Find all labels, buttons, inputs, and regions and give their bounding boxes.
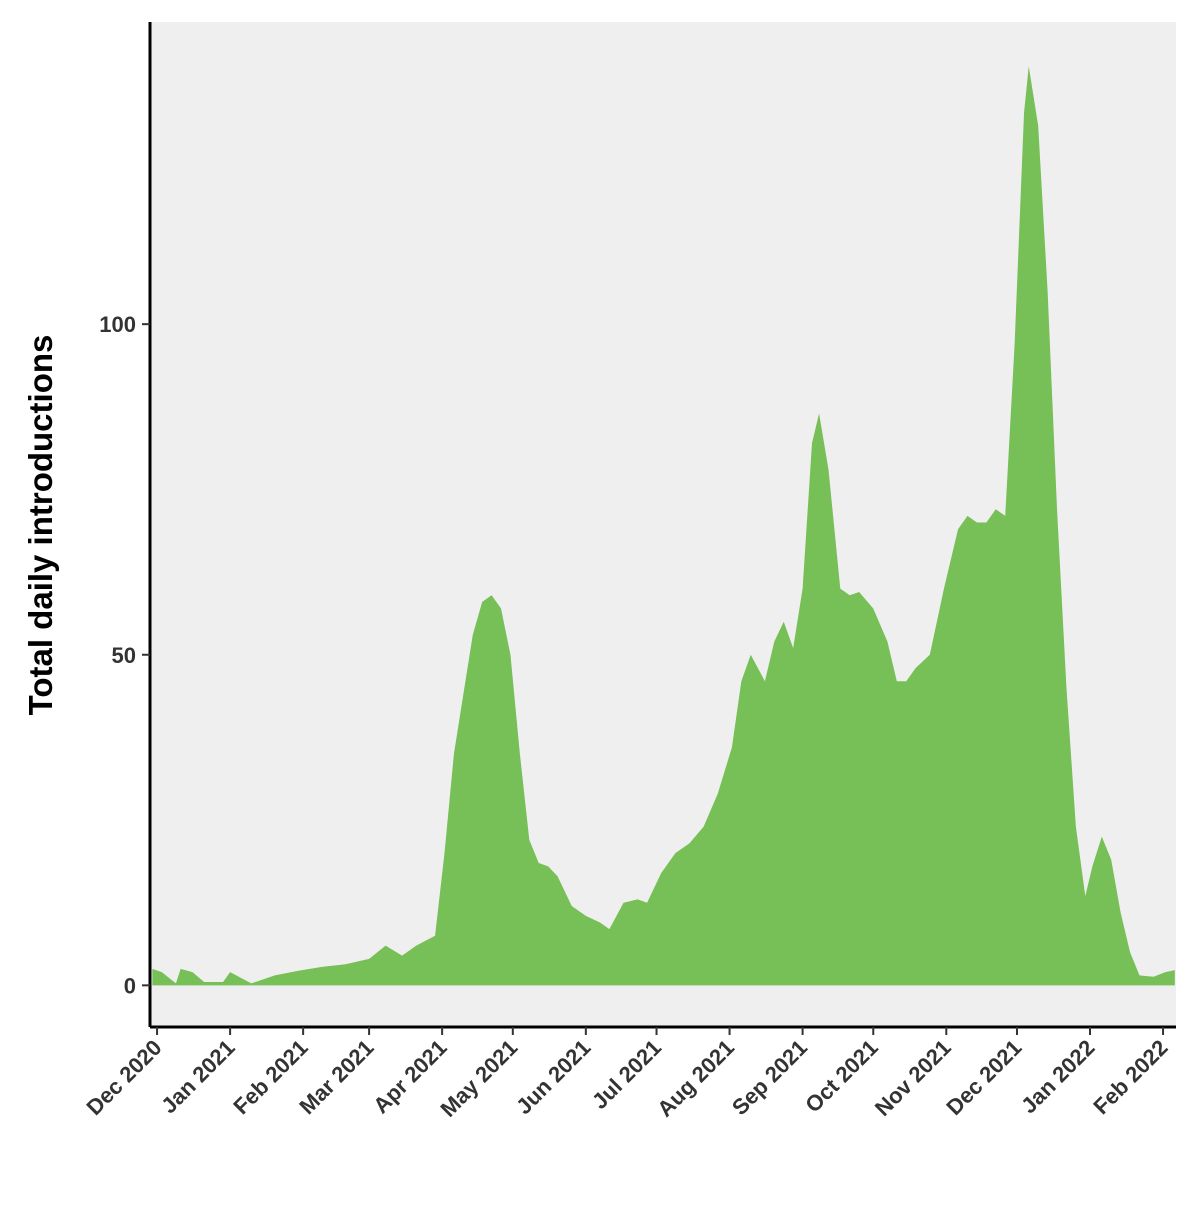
x-tick-label: Sep 2021: [727, 1035, 812, 1120]
x-tick-label: Aug 2021: [652, 1035, 739, 1122]
y-tick-label: 50: [112, 643, 136, 668]
x-tick-label: Jan 2022: [1016, 1035, 1099, 1118]
y-tick-label: 100: [99, 312, 136, 337]
x-tick-label: May 2021: [435, 1035, 522, 1122]
x-tick-label: Jun 2021: [511, 1035, 595, 1119]
y-tick-label: 0: [124, 973, 136, 998]
area: [152, 66, 1175, 986]
x-tick-label: Feb 2022: [1088, 1035, 1172, 1119]
x-tick-label: Jan 2021: [156, 1035, 239, 1118]
x-tick-label: Dec 2021: [941, 1035, 1026, 1120]
x-tick-label: Dec 2020: [81, 1035, 166, 1120]
x-tick-label: Nov 2021: [870, 1035, 956, 1121]
y-axis-title: Total daily introductions: [22, 335, 59, 716]
